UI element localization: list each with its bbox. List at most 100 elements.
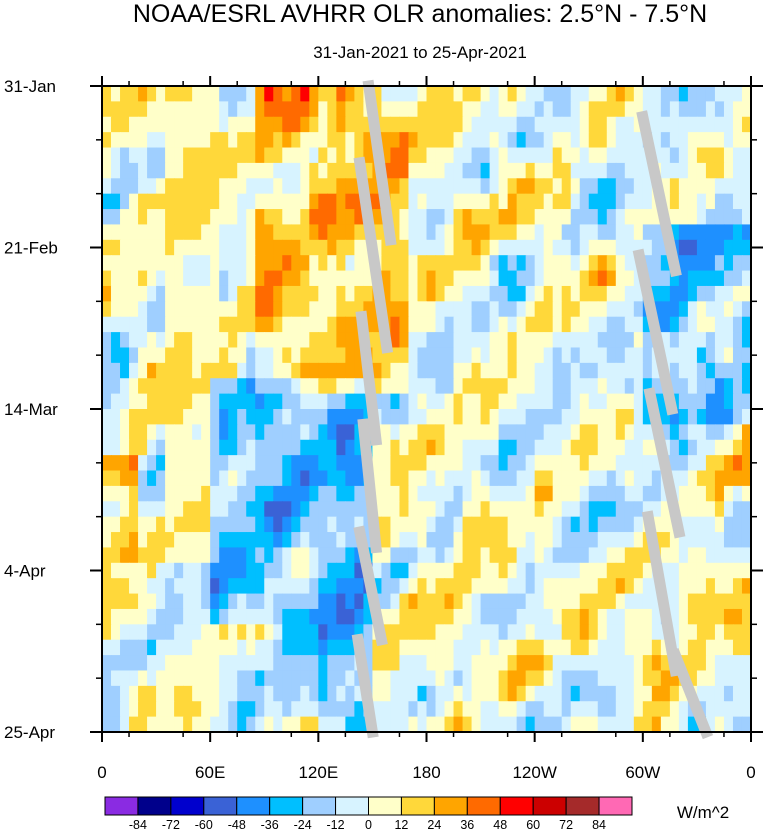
heatmap-cell xyxy=(597,347,608,364)
heatmap-cell xyxy=(165,101,175,118)
heatmap-cell xyxy=(309,547,319,564)
heatmap-cell xyxy=(138,178,148,195)
heatmap-cell xyxy=(165,378,175,395)
heatmap-cell xyxy=(489,547,500,564)
heatmap-cell xyxy=(120,562,130,579)
heatmap-cell xyxy=(309,301,319,318)
heatmap-cell xyxy=(597,716,608,733)
heatmap-cell xyxy=(741,162,752,179)
heatmap-cell xyxy=(453,639,464,656)
heatmap-cell xyxy=(462,685,473,702)
heatmap-cell xyxy=(165,316,175,333)
heatmap-cell xyxy=(102,239,112,256)
heatmap-cell xyxy=(714,132,725,149)
heatmap-cell xyxy=(615,470,626,487)
heatmap-cell xyxy=(255,132,265,149)
heatmap-cell xyxy=(543,532,554,549)
heatmap-cell xyxy=(615,562,626,579)
missing-data-streak xyxy=(353,156,394,354)
heatmap-cell xyxy=(174,501,184,518)
heatmap-cell xyxy=(390,501,401,518)
heatmap-cell xyxy=(588,332,599,349)
heatmap-cell xyxy=(660,516,671,533)
heatmap-cell xyxy=(723,193,734,210)
heatmap-cell xyxy=(390,316,401,333)
heatmap-cell xyxy=(732,101,743,118)
heatmap-cell xyxy=(498,670,509,687)
heatmap-cell xyxy=(669,193,680,210)
heatmap-cell xyxy=(462,316,473,333)
heatmap-cell xyxy=(210,270,220,287)
heatmap-cell xyxy=(354,470,364,487)
heatmap-cell xyxy=(147,701,157,718)
heatmap-cell xyxy=(705,178,716,195)
heatmap-cell xyxy=(363,285,374,302)
heatmap-cell xyxy=(579,209,590,226)
heatmap-cell xyxy=(651,116,662,133)
heatmap-cell xyxy=(381,532,392,549)
heatmap-cell xyxy=(399,378,410,395)
heatmap-cell xyxy=(102,362,112,379)
heatmap-cell xyxy=(192,532,202,549)
heatmap-cell xyxy=(723,255,734,272)
heatmap-cell xyxy=(534,255,545,272)
heatmap-cell xyxy=(111,178,121,195)
heatmap-cell xyxy=(552,424,563,441)
heatmap-cell xyxy=(498,485,509,502)
heatmap-cell xyxy=(507,86,518,102)
heatmap-cell xyxy=(624,178,635,195)
heatmap-cell xyxy=(246,285,256,302)
heatmap-cell xyxy=(255,209,265,226)
heatmap-cell xyxy=(246,624,256,641)
heatmap-cell xyxy=(534,101,545,118)
heatmap-cell xyxy=(624,332,635,349)
heatmap-cell xyxy=(741,255,752,272)
heatmap-cell xyxy=(210,716,220,733)
heatmap-cell xyxy=(696,470,707,487)
heatmap-cell xyxy=(102,685,112,702)
heatmap-cell xyxy=(417,608,428,625)
heatmap-cell xyxy=(471,239,482,256)
heatmap-cell xyxy=(102,578,112,595)
heatmap-cell xyxy=(291,562,301,579)
heatmap-cell xyxy=(300,86,310,102)
heatmap-cell xyxy=(318,147,328,164)
heatmap-cell xyxy=(489,439,500,456)
heatmap-cell xyxy=(354,455,364,472)
heatmap-cell xyxy=(624,639,635,656)
heatmap-cell xyxy=(597,162,608,179)
heatmap-cell xyxy=(534,347,545,364)
heatmap-cell xyxy=(282,362,292,379)
heatmap-cell xyxy=(291,685,301,702)
heatmap-cell xyxy=(111,409,121,425)
heatmap-cell xyxy=(651,701,662,718)
heatmap-cell xyxy=(471,86,482,102)
heatmap-cell xyxy=(534,639,545,656)
heatmap-cell xyxy=(714,532,725,549)
heatmap-cell xyxy=(408,347,419,364)
heatmap-cell xyxy=(147,670,157,687)
heatmap-cell xyxy=(246,116,256,133)
heatmap-cell xyxy=(732,86,743,102)
heatmap-cell xyxy=(381,285,392,302)
colorbar-swatch xyxy=(466,796,501,816)
heatmap-cell xyxy=(138,224,148,241)
heatmap-cell xyxy=(516,424,527,441)
heatmap-cell xyxy=(300,409,310,425)
heatmap-cell xyxy=(552,485,563,502)
heatmap-cell xyxy=(327,101,337,118)
heatmap-cell xyxy=(273,270,283,287)
heatmap-cell xyxy=(597,470,608,487)
heatmap-cell xyxy=(489,562,500,579)
heatmap-cell xyxy=(606,655,617,672)
heatmap-cell xyxy=(453,670,464,687)
heatmap-cell xyxy=(111,316,121,333)
heatmap-cell xyxy=(417,147,428,164)
colorbar-swatch xyxy=(170,796,205,816)
heatmap-cell xyxy=(156,501,166,518)
heatmap-cell xyxy=(426,670,437,687)
heatmap-cell xyxy=(525,409,536,425)
heatmap-cell xyxy=(138,378,148,395)
heatmap-cell xyxy=(678,209,689,226)
heatmap-cell xyxy=(543,393,554,410)
